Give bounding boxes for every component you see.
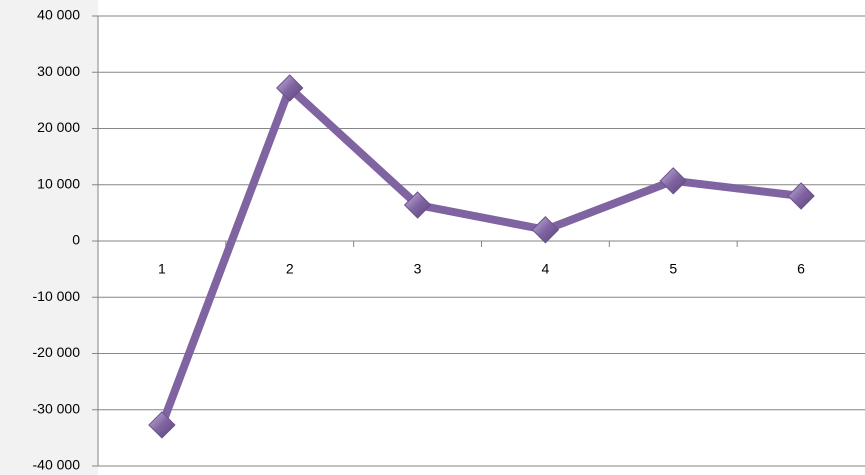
data-marker — [787, 182, 815, 210]
y-tick-label: 20 000 — [37, 119, 80, 135]
x-tick-label: 2 — [286, 261, 294, 277]
data-marker — [531, 216, 560, 244]
y-tick-label: -40 000 — [33, 457, 81, 473]
data-marker — [276, 74, 304, 102]
x-tick-label: 5 — [669, 261, 677, 277]
data-marker — [403, 191, 432, 219]
y-tick-label: -10 000 — [33, 288, 81, 304]
plot-area — [98, 0, 865, 475]
y-tick-label: -30 000 — [33, 400, 81, 416]
y-tick-label: 30 000 — [37, 63, 80, 79]
y-tick-label: 40 000 — [37, 7, 80, 23]
data-marker — [148, 411, 176, 439]
data-marker — [659, 167, 687, 195]
x-tick-label: 3 — [414, 261, 422, 277]
y-tick-label: -20 000 — [33, 344, 81, 360]
x-tick-label: 1 — [158, 261, 166, 277]
data-line — [158, 84, 802, 427]
x-tick-label: 4 — [542, 261, 550, 277]
y-tick-label: 10 000 — [37, 175, 80, 191]
x-tick-label: 6 — [797, 261, 805, 277]
y-tick-label: 0 — [72, 232, 80, 248]
